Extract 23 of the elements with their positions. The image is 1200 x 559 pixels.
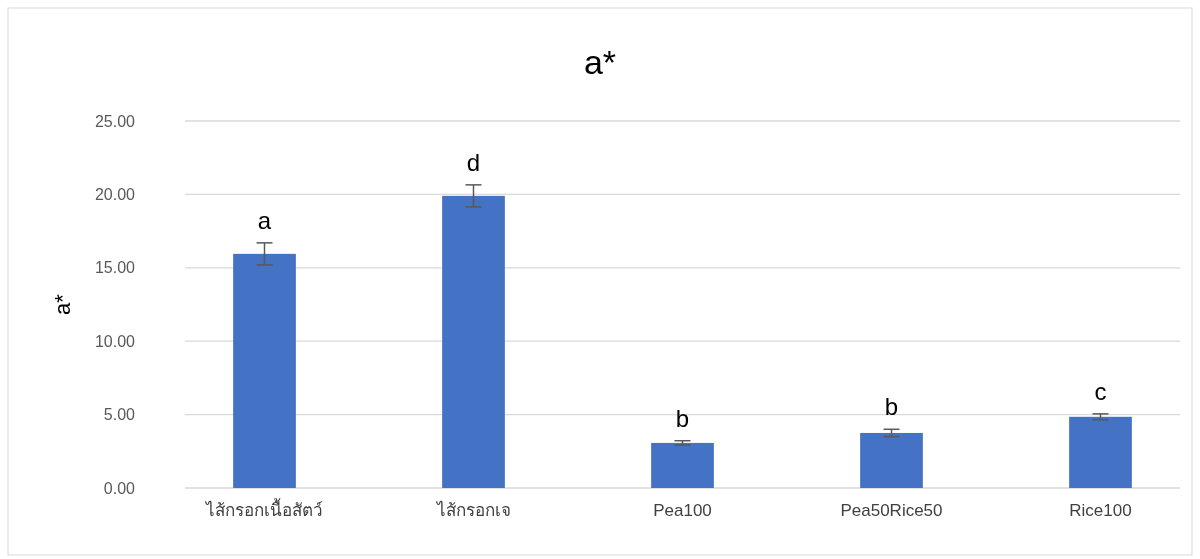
y-axis-title: a* [49, 293, 75, 315]
bar [1069, 416, 1132, 488]
annotation: c [1094, 377, 1107, 405]
annotation: b [675, 404, 690, 432]
annotation: b [884, 393, 899, 421]
x-tick-label: ไส้กรอกเจ [434, 499, 511, 520]
chart-title: a* [583, 43, 617, 81]
bar [860, 432, 923, 488]
bar [651, 442, 714, 488]
y-tick-label: 5.00 [103, 406, 136, 424]
bar [442, 195, 505, 488]
x-tick-label: Pea50Rice50 [840, 500, 943, 520]
x-tick-label: Pea100 [653, 500, 712, 520]
y-tick-label: 25.00 [94, 112, 136, 130]
x-tick-label: ไส้กรอกเนื้อสัตว์ [204, 497, 323, 520]
y-tick-label: 20.00 [94, 185, 136, 203]
y-tick-label: 15.00 [94, 259, 136, 277]
y-tick-label: 0.00 [103, 479, 136, 497]
x-tick-label: Rice100 [1069, 500, 1132, 520]
annotation: a [257, 206, 272, 234]
annotation: d [466, 148, 481, 176]
bar [233, 253, 296, 488]
y-tick-label: 10.00 [94, 332, 136, 350]
